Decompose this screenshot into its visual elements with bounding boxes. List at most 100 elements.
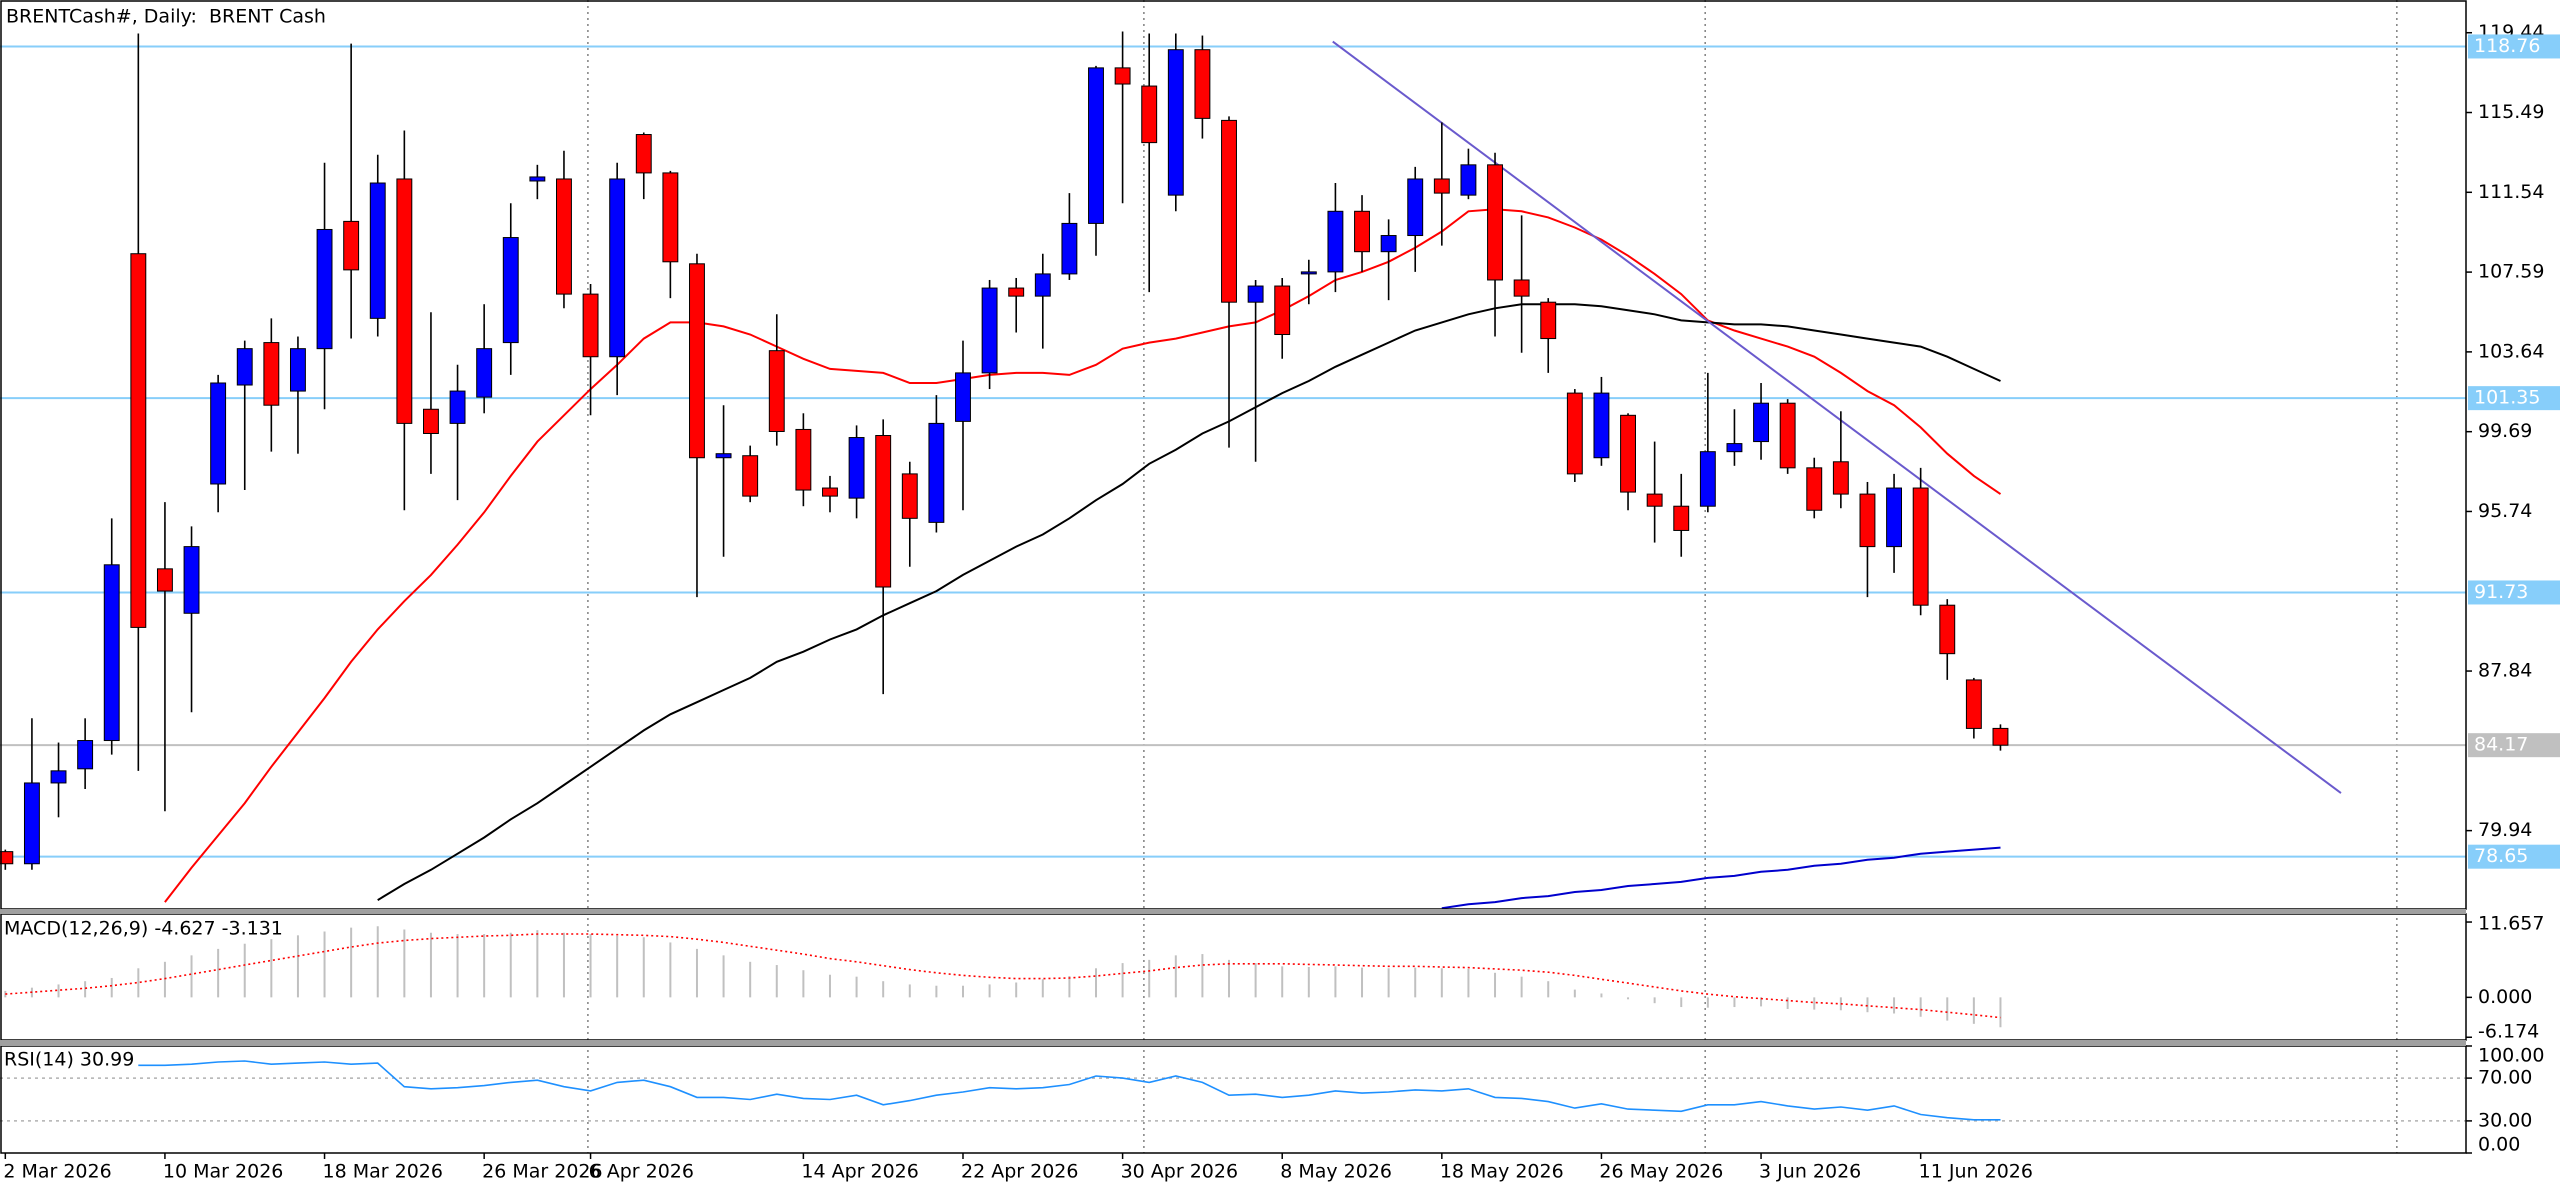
candle-body bbox=[236, 348, 253, 386]
x-tick-label: 18 May 2026 bbox=[1440, 1161, 1564, 1183]
y-tick-label: 115.49 bbox=[2478, 101, 2544, 123]
level-tag bbox=[2468, 386, 2560, 411]
candle-body bbox=[582, 293, 599, 358]
candle-body bbox=[822, 487, 838, 497]
x-tick-label: 2 Mar 2026 bbox=[3, 1161, 111, 1183]
candle-body bbox=[1194, 49, 1211, 119]
candle-body bbox=[369, 182, 386, 319]
pane-divider bbox=[0, 909, 2466, 914]
x-tick-label: 30 Apr 2026 bbox=[1121, 1161, 1238, 1183]
rsi-pane bbox=[138, 1060, 2001, 1121]
candle-body bbox=[1992, 727, 2009, 746]
candle-body bbox=[662, 172, 679, 263]
candle-body bbox=[156, 568, 173, 592]
candle-body bbox=[1859, 493, 1876, 548]
candle-body bbox=[609, 178, 626, 358]
candle-body bbox=[1513, 279, 1530, 297]
candle-body bbox=[689, 263, 705, 459]
candle-body bbox=[1221, 119, 1237, 303]
level-tag bbox=[2468, 733, 2560, 758]
candle-body bbox=[1008, 287, 1025, 297]
y-tick-label: 100.00 bbox=[2478, 1045, 2544, 1067]
candle-body bbox=[1593, 392, 1610, 459]
candle-body bbox=[901, 473, 918, 519]
candle-body bbox=[742, 455, 759, 497]
macd-signal bbox=[5, 933, 2001, 1019]
candle-body bbox=[1779, 402, 1796, 469]
moving-average bbox=[164, 208, 2002, 903]
level-label: 78.65 bbox=[2474, 845, 2528, 867]
price-pane bbox=[0, 31, 2466, 909]
candle-body bbox=[1540, 301, 1557, 340]
rsi-line bbox=[138, 1060, 2001, 1121]
candle-body bbox=[715, 453, 732, 459]
y-tick-label: 107.59 bbox=[2478, 261, 2544, 283]
x-tick-label: 10 Mar 2026 bbox=[163, 1161, 283, 1183]
candle-body bbox=[130, 253, 147, 628]
candle-body bbox=[1327, 210, 1344, 273]
y-tick-label: 70.00 bbox=[2478, 1067, 2532, 1089]
x-tick-label: 8 May 2026 bbox=[1280, 1161, 1392, 1183]
candle-body bbox=[1620, 414, 1636, 493]
candle-body bbox=[1912, 487, 1929, 606]
candle-body bbox=[1806, 467, 1823, 511]
candle-body bbox=[1300, 271, 1317, 275]
y-tick-label: 95.74 bbox=[2478, 500, 2532, 522]
candle-body bbox=[1034, 273, 1051, 297]
x-tick-label: 11 Jun 2026 bbox=[1919, 1161, 2033, 1183]
y-tick-label: 30.00 bbox=[2478, 1109, 2532, 1131]
pane-divider bbox=[0, 1040, 2466, 1046]
candle-body bbox=[1487, 164, 1503, 281]
candle-body bbox=[316, 228, 333, 350]
level-tag bbox=[2468, 580, 2560, 605]
candle-body bbox=[1114, 67, 1131, 85]
candle-body bbox=[1141, 85, 1158, 144]
grid-layer bbox=[0, 0, 2466, 1153]
candle-body bbox=[1247, 285, 1264, 303]
candle-body bbox=[1726, 443, 1743, 453]
candle-body bbox=[1832, 461, 1849, 495]
candle-body bbox=[1407, 178, 1424, 237]
candle-body bbox=[289, 348, 306, 392]
x-tick-label: 18 Mar 2026 bbox=[323, 1161, 443, 1183]
y-tick-label: 79.94 bbox=[2478, 819, 2532, 841]
candle-body bbox=[928, 422, 945, 523]
level-label: 84.17 bbox=[2474, 734, 2528, 756]
labels: BRENTCash#, Daily: BRENT Cash MACD(12,26… bbox=[4, 6, 326, 1071]
candle-body bbox=[210, 382, 227, 485]
candle-body bbox=[103, 564, 120, 742]
y-tick-label: -6.174 bbox=[2478, 1021, 2539, 1043]
rsi-title: RSI(14) 30.99 bbox=[4, 1049, 134, 1071]
candle-body bbox=[1380, 235, 1397, 253]
x-tick-label: 26 Mar 2026 bbox=[482, 1161, 602, 1183]
candle-body bbox=[502, 237, 519, 344]
candle-body bbox=[449, 390, 466, 424]
candle-body bbox=[1167, 49, 1184, 196]
x-tick-label: 14 Apr 2026 bbox=[801, 1161, 918, 1183]
candle-body bbox=[1965, 679, 1982, 729]
candle-body bbox=[1673, 505, 1690, 531]
candle-body bbox=[1061, 222, 1078, 275]
candle-body bbox=[1753, 402, 1769, 443]
candle-body bbox=[1460, 164, 1477, 196]
y-tick-label: 111.54 bbox=[2478, 181, 2544, 203]
candle-body bbox=[795, 428, 812, 491]
candle-body bbox=[343, 220, 360, 271]
candle-body bbox=[1566, 392, 1583, 475]
y-tick-label: 99.69 bbox=[2478, 420, 2532, 442]
y-tick-label: 0.000 bbox=[2478, 986, 2532, 1008]
level-label: 91.73 bbox=[2474, 581, 2528, 603]
candle-body bbox=[848, 437, 865, 499]
candle-body bbox=[556, 178, 572, 295]
candle-body bbox=[875, 435, 892, 588]
level-label: 101.35 bbox=[2474, 387, 2540, 409]
x-tick-label: 26 May 2026 bbox=[1599, 1161, 1723, 1183]
x-tick-label: 22 Apr 2026 bbox=[961, 1161, 1078, 1183]
candle-body bbox=[1433, 178, 1450, 194]
y-tick-label: 103.64 bbox=[2478, 340, 2544, 362]
macd-pane bbox=[4, 926, 2002, 1028]
chart-title: BRENTCash#, Daily: BRENT Cash bbox=[6, 6, 326, 28]
candle-body bbox=[476, 348, 493, 398]
